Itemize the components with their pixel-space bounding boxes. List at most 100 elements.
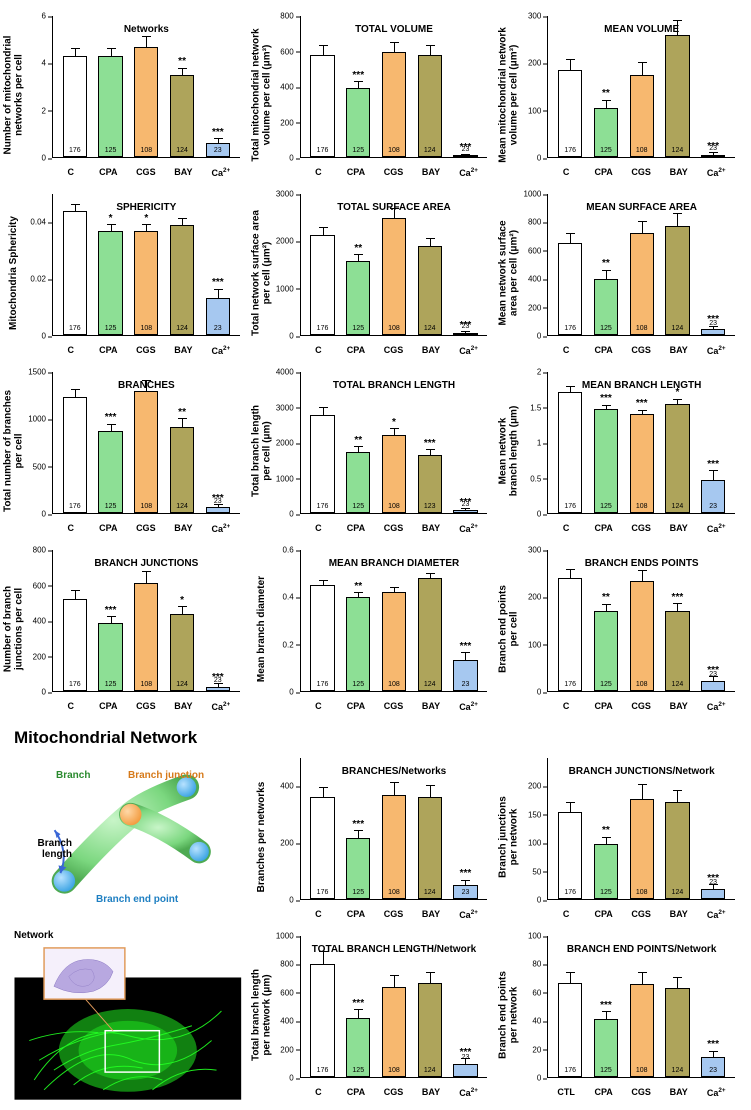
yticks: 02004006008001000: [505, 194, 545, 336]
n-label: 108: [135, 147, 157, 154]
bar-CGS: 108: [624, 936, 660, 1077]
plot-area: BRANCH JUNCTIONS176***125108*12423***: [52, 550, 240, 692]
bar-Ca2+: 23***: [200, 550, 236, 691]
bar-CPA: **125: [588, 550, 624, 691]
bar-BAY: 124: [412, 936, 448, 1077]
yticks: 0200400600800: [10, 550, 50, 692]
bar-CPA: **125: [340, 194, 376, 335]
n-label: 108: [383, 1067, 405, 1074]
plot-area: BRANCH END POINTS/Network176***125108124…: [547, 936, 735, 1078]
chart-branch_ends: Branch end pointsper cell0100200300BRANC…: [505, 544, 741, 714]
significance: ***: [340, 820, 376, 830]
chart-mean_volume: Mean mitochondrial networkvolume per cel…: [505, 10, 741, 180]
bar-Ca2+: ***23: [200, 16, 236, 157]
significance: *: [376, 418, 412, 428]
bar-BAY: 124: [412, 16, 448, 157]
significance: ***: [200, 494, 236, 504]
significance: **: [164, 57, 200, 67]
n-label: 124: [419, 889, 441, 896]
bar-CTL: 176: [552, 936, 588, 1077]
bar-BAY: 124: [660, 194, 696, 335]
n-label: 176: [64, 503, 86, 510]
xlabels: CCPACGSBAYCa2+: [547, 345, 735, 356]
n-label: 125: [99, 325, 121, 332]
n-label: 176: [559, 681, 581, 688]
bars: 176***125108124***23: [548, 936, 735, 1077]
bar-CPA: ***125: [340, 16, 376, 157]
n-label: 108: [135, 681, 157, 688]
bar-C: 176: [305, 550, 341, 691]
chart-tbl_per_net: Total branch lengthper network (μm)02004…: [258, 930, 494, 1100]
chart-total_volume: Total mitochondrial networkvolume per ce…: [258, 10, 494, 180]
bar-Ca2+: 23***: [695, 550, 731, 691]
label-branch-end-point: Branch end point: [96, 894, 178, 905]
chart-networks: Number of mitochondrialnetworks per cell…: [10, 10, 246, 180]
significance: ***: [624, 399, 660, 409]
bars: 176***125***108*124***23: [548, 372, 735, 513]
bar-CGS: 108: [128, 372, 164, 513]
plot-area: SPHERICITY176*125*108124***23: [52, 194, 240, 336]
chart-title: TOTAL VOLUME: [355, 24, 433, 35]
xlabels: CCPACGSBAYCa2+: [300, 345, 488, 356]
section-title: Mitochondrial Network: [10, 722, 246, 744]
chart-title: SPHERICITY: [116, 202, 176, 213]
bar-CPA: **125: [588, 194, 624, 335]
n-label: 124: [666, 325, 688, 332]
plot-area: TOTAL BRANCH LENGTH176**125*108***12323*…: [300, 372, 488, 514]
significance: **: [340, 244, 376, 254]
bar-CGS: 108: [624, 16, 660, 157]
bar-Ca2+: 23***: [448, 194, 484, 335]
chart-title: TOTAL BRANCH LENGTH: [333, 380, 455, 391]
significance: ***: [200, 673, 236, 683]
bar-CPA: ***125: [588, 936, 624, 1077]
chart-branches_per_net: Branches per networks0200400BRANCHES/Net…: [258, 752, 494, 922]
n-label: 108: [631, 1067, 653, 1074]
bar-Ca2+: 23***: [200, 372, 236, 513]
mitochondrial-diagram: Branch Branch junction Branch length Bra…: [10, 752, 246, 922]
n-label: 108: [631, 889, 653, 896]
plot-area: TOTAL BRANCH LENGTH/Network176***1251081…: [300, 936, 488, 1078]
plot-area: BRANCH ENDS POINTS176**125108***12423***: [547, 550, 735, 692]
significance: **: [588, 826, 624, 836]
bar-C: 176: [305, 936, 341, 1077]
n-label: 125: [347, 503, 369, 510]
n-label: 125: [347, 147, 369, 154]
significance: ***: [448, 642, 484, 652]
significance: ***: [660, 593, 696, 603]
bars: 176**12510812423***: [301, 194, 488, 335]
bar-Ca2+: 23***: [448, 16, 484, 157]
significance: ***: [695, 315, 731, 325]
bar-CPA: ***125: [340, 936, 376, 1077]
yticks: 0100020003000: [258, 194, 298, 336]
n-label: 124: [666, 889, 688, 896]
chart-title: MEAN VOLUME: [604, 24, 679, 35]
yticks: 00.20.40.6: [258, 550, 298, 692]
chart-title: BRANCHES/Networks: [342, 766, 446, 777]
bar-CGS: *108: [376, 372, 412, 513]
xlabels: CCPACGSBAYCa2+: [52, 345, 240, 356]
plot-area: BRANCHES176***125108**12423***: [52, 372, 240, 514]
bar-CGS: 108: [376, 758, 412, 899]
significance: **: [164, 408, 200, 418]
chart-title: BRANCH JUNCTIONS/Network: [569, 766, 715, 777]
bars: 176**12510812423***: [548, 16, 735, 157]
n-label: 108: [383, 681, 405, 688]
yticks: 0100200300: [505, 550, 545, 692]
bar-BAY: 124: [164, 194, 200, 335]
n-label: 176: [559, 325, 581, 332]
bars: 176125108**124***23: [53, 16, 240, 157]
bars: 176*125*108124***23: [53, 194, 240, 335]
n-label: 124: [419, 147, 441, 154]
bar-CGS: 108: [128, 16, 164, 157]
chart-mean_branch_len: Mean networkbranch length (μm)00.511.52M…: [505, 366, 741, 536]
n-label: 125: [347, 681, 369, 688]
xlabels: CCPACGSBAYCa2+: [300, 701, 488, 712]
bar-CGS: ***108: [624, 372, 660, 513]
bar-CGS: 108: [376, 194, 412, 335]
label-network: Network: [14, 930, 53, 941]
bar-C: 176: [57, 372, 93, 513]
bar-C: 176: [57, 194, 93, 335]
chart-title: BRANCH JUNCTIONS: [94, 558, 198, 569]
micrograph-svg: [12, 942, 244, 1100]
significance: **: [340, 436, 376, 446]
